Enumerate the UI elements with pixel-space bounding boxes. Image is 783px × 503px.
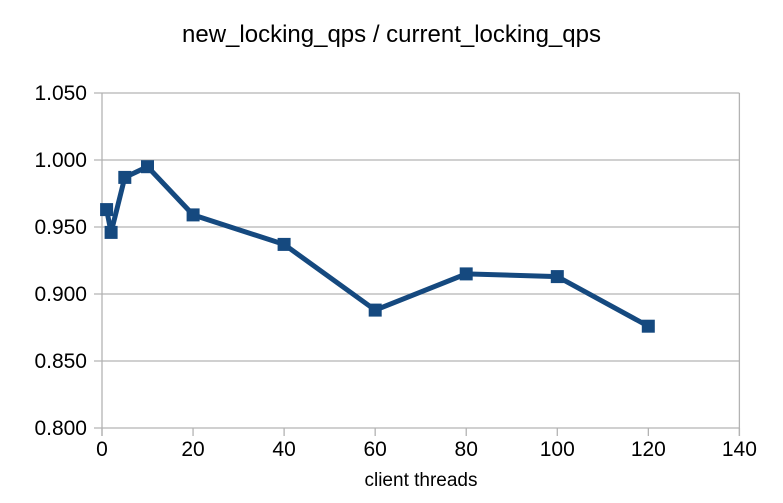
data-point-marker	[368, 303, 382, 317]
data-point-marker	[141, 160, 154, 174]
data-point-marker	[641, 319, 655, 333]
data-point-marker	[186, 208, 200, 222]
y-tick-label: 0.900	[34, 283, 87, 306]
chart-title: new_locking_qps / current_locking_qps	[182, 21, 601, 48]
data-point-marker	[459, 267, 473, 281]
data-point-marker	[100, 203, 114, 217]
y-tick-label: 0.950	[34, 216, 87, 239]
data-point-marker	[277, 237, 291, 251]
x-tick-label: 100	[540, 438, 575, 461]
x-tick-label: 80	[455, 438, 478, 461]
y-tick-label: 0.800	[34, 417, 87, 440]
y-tick-label: 0.850	[34, 350, 87, 373]
data-point-marker	[550, 270, 564, 284]
x-tick-label: 60	[363, 438, 386, 461]
x-tick-label: 20	[181, 438, 204, 461]
x-tick-label: 0	[96, 438, 108, 461]
x-tick-label: 40	[272, 438, 295, 461]
x-tick-label: 140	[722, 438, 757, 461]
y-tick-label: 1.050	[34, 82, 87, 105]
x-axis-title: client threads	[364, 470, 478, 491]
x-tick-label: 120	[631, 438, 666, 461]
series-line	[104, 163, 650, 329]
data-point-marker	[118, 170, 132, 184]
data-point-marker	[104, 225, 118, 239]
y-tick-label: 1.000	[34, 149, 87, 172]
